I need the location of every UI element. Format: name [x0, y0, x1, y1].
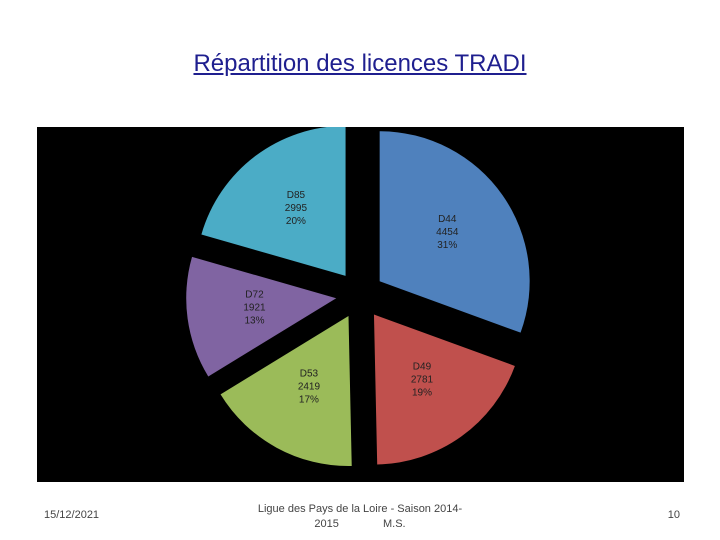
footer-line-2: 2015 M.S. [250, 517, 470, 532]
footer-center: Ligue des Pays de la Loire - Saison 2014… [250, 502, 470, 532]
slice-label-d85: D85 2995 20% [285, 190, 308, 227]
pie-chart: D44 4454 31% D49 2781 19% D53 2419 17% D72 1921 13%… [37, 127, 684, 482]
page-number: 10 [667, 509, 680, 521]
footer-season-end: 2015 [314, 518, 339, 530]
pie-slice-d72 [186, 256, 337, 377]
slice-label-d49: D49 2781 19% [411, 362, 434, 399]
pie-slice-d85 [201, 127, 346, 276]
footer-line-1: Ligue des Pays de la Loire - Saison 2014… [257, 503, 463, 515]
pie-slice-d44 [379, 131, 530, 333]
footer-author: M.S. [382, 518, 406, 530]
pie-slice-d53 [220, 316, 352, 467]
footer-date: 15/12/2021 [44, 509, 100, 521]
slice-label-d53: D53 2419 17% [298, 368, 321, 405]
slice-label-d44: D44 4454 31% [436, 214, 459, 251]
slice-label-d72: D72 1921 13% [243, 289, 266, 326]
pie-chart-svg: D44 4454 31% D49 2781 19% D53 2419 17% D72 1921 13%… [186, 127, 530, 467]
pie-slice-d49 [373, 314, 515, 465]
slide-title: Répartition des licences TRADI [193, 50, 527, 77]
